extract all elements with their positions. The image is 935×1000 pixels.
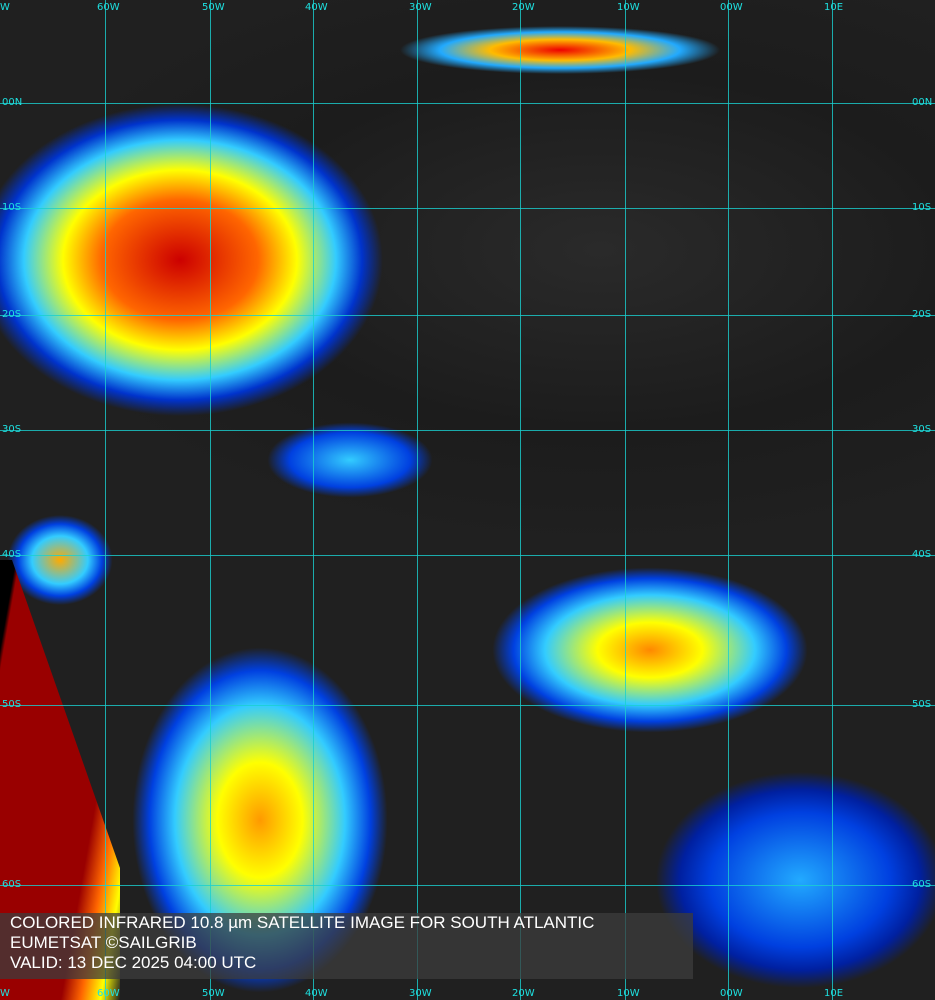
meridian-line xyxy=(520,0,521,1000)
longitude-label: 10E xyxy=(824,988,844,999)
latitude-label: 60S xyxy=(912,879,932,890)
parallel-line xyxy=(0,705,935,706)
caption-valid-time: VALID: 13 DEC 2025 04:00 UTC xyxy=(10,953,257,972)
longitude-label: W xyxy=(0,2,10,13)
longitude-label: W xyxy=(0,988,10,999)
caption-source: EUMETSAT ©SAILGRIB xyxy=(10,933,197,952)
meridian-line xyxy=(625,0,626,1000)
longitude-label: 10E xyxy=(824,2,844,13)
latitude-label: 10S xyxy=(2,202,22,213)
longitude-label: 00W xyxy=(720,2,743,13)
longitude-label: 30W xyxy=(409,2,432,13)
longitude-label: 50W xyxy=(202,2,225,13)
longitude-label: 00W xyxy=(720,988,743,999)
parallel-line xyxy=(0,430,935,431)
longitude-label: 10W xyxy=(617,2,640,13)
latitude-label: 60S xyxy=(2,879,22,890)
latitude-label: 40S xyxy=(2,549,22,560)
longitude-label: 30W xyxy=(409,988,432,999)
latitude-label: 20S xyxy=(912,309,932,320)
meridian-line xyxy=(728,0,729,1000)
parallel-line xyxy=(0,315,935,316)
latitude-label: 00N xyxy=(912,97,933,108)
longitude-label: 60W xyxy=(97,2,120,13)
parallel-line xyxy=(0,208,935,209)
latitude-label: 30S xyxy=(2,424,22,435)
parallel-line xyxy=(0,555,935,556)
latitude-label: 50S xyxy=(2,699,22,710)
meridian-line xyxy=(832,0,833,1000)
meridian-line xyxy=(417,0,418,1000)
latitude-label: 30S xyxy=(912,424,932,435)
longitude-label: 60W xyxy=(97,988,120,999)
latitude-label: 50S xyxy=(912,699,932,710)
longitude-label: 20W xyxy=(512,988,535,999)
meridian-line xyxy=(313,0,314,1000)
latitude-label: 00N xyxy=(2,97,23,108)
caption-title: COLORED INFRARED 10.8 µm SATELLITE IMAGE… xyxy=(10,913,595,932)
longitude-label: 50W xyxy=(202,988,225,999)
longitude-label: 40W xyxy=(305,2,328,13)
meridian-line xyxy=(105,0,106,1000)
longitude-label: 10W xyxy=(617,988,640,999)
longitude-label: 20W xyxy=(512,2,535,13)
latitude-label: 40S xyxy=(912,549,932,560)
parallel-line xyxy=(0,885,935,886)
parallel-line xyxy=(0,103,935,104)
latitude-label: 20S xyxy=(2,309,22,320)
meridian-line xyxy=(210,0,211,1000)
caption-box: COLORED INFRARED 10.8 µm SATELLITE IMAGE… xyxy=(0,913,693,979)
longitude-label: 40W xyxy=(305,988,328,999)
latitude-label: 10S xyxy=(912,202,932,213)
